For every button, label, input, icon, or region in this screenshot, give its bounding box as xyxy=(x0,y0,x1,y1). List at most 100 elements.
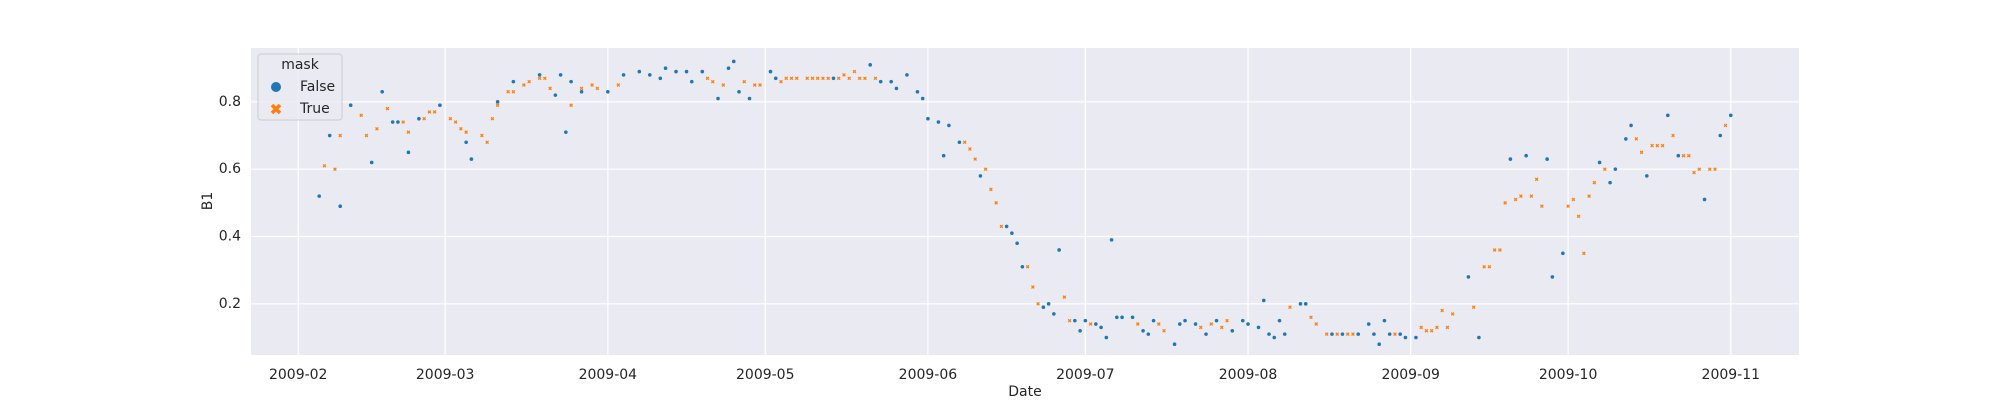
point xyxy=(1010,231,1014,235)
point xyxy=(1356,332,1361,336)
point xyxy=(1246,322,1250,326)
legend-title: mask xyxy=(281,57,320,73)
point xyxy=(1178,322,1182,326)
point xyxy=(1645,174,1649,178)
point xyxy=(1445,325,1450,330)
point xyxy=(522,83,526,87)
point xyxy=(1686,153,1691,158)
point xyxy=(747,96,752,101)
point xyxy=(1602,167,1607,172)
y-tick-label: 0.2 xyxy=(219,296,241,312)
point xyxy=(794,76,799,81)
point xyxy=(453,120,458,124)
point xyxy=(1482,264,1486,269)
point xyxy=(590,83,594,87)
point xyxy=(857,76,862,81)
point xyxy=(448,116,453,121)
point xyxy=(485,140,489,145)
point xyxy=(1587,194,1591,198)
point xyxy=(1052,312,1056,316)
point xyxy=(606,89,610,94)
point xyxy=(1162,328,1166,333)
point xyxy=(663,66,668,70)
point xyxy=(1702,197,1707,202)
point xyxy=(805,76,810,81)
point xyxy=(684,69,689,74)
point xyxy=(1366,322,1371,326)
point xyxy=(1225,318,1229,323)
point xyxy=(1429,328,1434,333)
point xyxy=(1639,150,1644,155)
point xyxy=(831,76,836,81)
point xyxy=(427,110,432,114)
point xyxy=(1377,342,1382,347)
point xyxy=(873,76,878,81)
point xyxy=(1256,325,1261,330)
point xyxy=(962,140,967,145)
point xyxy=(564,130,568,134)
point xyxy=(648,73,652,77)
point xyxy=(1067,318,1072,323)
point xyxy=(1435,325,1439,330)
point xyxy=(920,96,925,101)
point xyxy=(480,133,484,138)
point xyxy=(983,167,988,172)
point xyxy=(1414,335,1418,340)
point xyxy=(401,120,406,124)
point xyxy=(417,116,421,121)
point xyxy=(1314,322,1319,326)
x-tick-label: 2009-08 xyxy=(1219,367,1278,383)
point xyxy=(569,103,573,108)
point xyxy=(432,110,437,114)
point xyxy=(1629,123,1633,128)
point xyxy=(1083,318,1088,323)
point xyxy=(1240,318,1245,323)
point xyxy=(333,167,337,172)
point xyxy=(1666,113,1670,118)
point xyxy=(1424,328,1429,333)
point xyxy=(543,76,547,81)
point xyxy=(1613,167,1618,171)
point xyxy=(1550,275,1555,279)
point xyxy=(338,133,343,138)
point xyxy=(327,133,332,138)
point xyxy=(1057,248,1061,252)
point xyxy=(1524,153,1528,158)
point xyxy=(658,76,663,81)
point xyxy=(469,157,474,161)
point xyxy=(700,69,705,74)
point xyxy=(495,100,500,104)
point xyxy=(1020,265,1025,269)
point xyxy=(847,76,852,81)
point xyxy=(721,83,726,87)
point xyxy=(779,79,783,84)
point xyxy=(842,73,846,77)
point xyxy=(716,96,720,101)
point xyxy=(726,66,731,70)
point xyxy=(579,86,584,91)
x-tick-label: 2009-03 xyxy=(416,367,475,383)
point xyxy=(1571,197,1576,202)
point xyxy=(810,76,815,81)
point xyxy=(1681,153,1686,158)
point xyxy=(1156,322,1161,326)
point xyxy=(1151,318,1156,323)
point xyxy=(905,73,909,77)
point xyxy=(1692,170,1696,175)
point xyxy=(1324,332,1329,336)
legend-label: False xyxy=(300,79,335,95)
point xyxy=(438,103,442,108)
point xyxy=(1309,315,1313,320)
point xyxy=(1508,157,1513,161)
point xyxy=(558,73,563,77)
point xyxy=(338,204,343,209)
x-tick-label: 2009-11 xyxy=(1702,367,1761,383)
legend-label: True xyxy=(299,101,330,117)
point xyxy=(878,79,883,84)
point xyxy=(1340,332,1345,336)
point xyxy=(348,103,353,108)
point xyxy=(396,120,400,124)
point xyxy=(1450,312,1455,316)
point xyxy=(999,224,1004,229)
